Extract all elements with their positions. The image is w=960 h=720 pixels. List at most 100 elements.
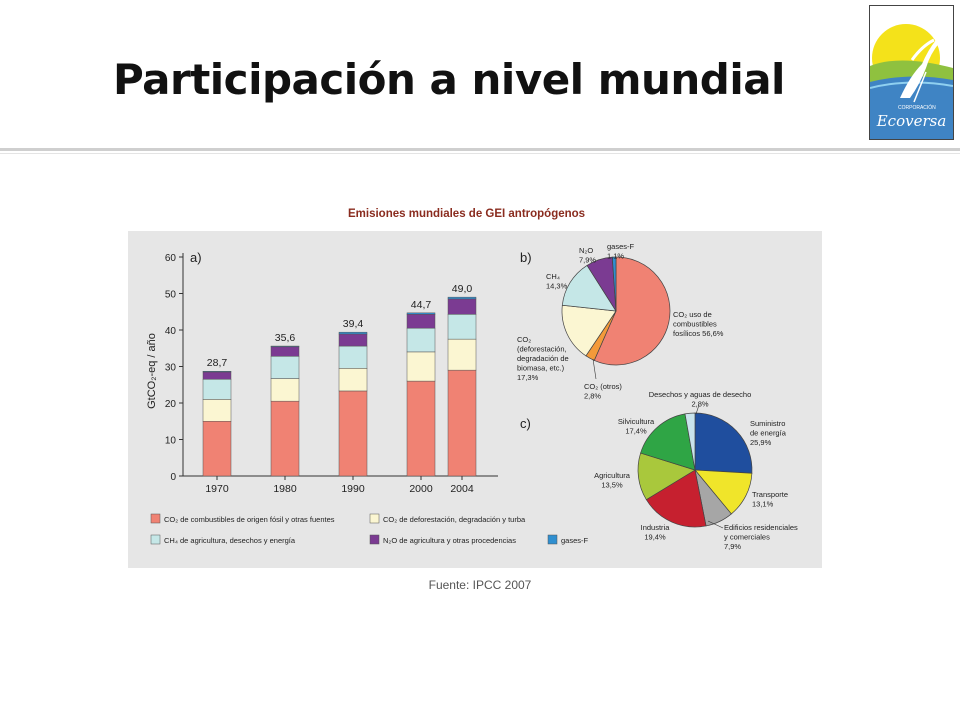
bar-segment [270,346,300,357]
pie-slice-label: 17,3% [517,373,539,382]
bar-total-label: 35,6 [275,332,296,344]
pie-slice-label: CO₂ uso de [673,310,712,319]
pie-slice-label: 2,8% [691,400,708,409]
bar-total-label: 39,4 [343,318,364,330]
bar-segment [406,314,436,329]
pie-slice-label: N₂O [579,246,593,255]
legend-label: gases-F [561,536,589,545]
pie-leader-line [707,520,724,529]
bar-segment [447,369,477,477]
bar-segment [270,400,300,477]
y-tick-label: 50 [165,290,177,301]
pie-leader-line [592,358,597,380]
pie-slice-label: gases-F [607,242,635,251]
header-divider [0,148,960,151]
legend-label: CH₄ de agricultura, desechos y energía [164,536,296,545]
pie-slice [645,469,707,528]
bar-segment [447,298,477,315]
pie-slice-label: de energía [750,429,787,438]
panel-label-c: c) [520,416,531,431]
figure-title: Emisiones mundiales de GEI antropógenos [348,208,586,220]
ecoversa-logo: CORPORACIÓN Ecoversa [869,5,954,140]
pie-slice [640,413,696,471]
bar-segment [447,296,477,300]
bar-total-label: 49,0 [452,283,473,295]
x-tick-label: 1970 [205,483,229,495]
pie-slice-label: y comerciales [724,533,770,542]
legend-swatch [150,513,161,524]
legend-swatch [547,534,558,545]
pie-slice-label: 14,3% [546,282,568,291]
legend-label: CO₂ de deforestación, degradación y turb… [383,515,526,524]
pie-slice-label: Desechos y aguas de desecho [649,390,752,399]
panel-label-b: b) [520,250,532,265]
pie-slice-label: Silvicultura [618,417,655,426]
legend-label: CO₂ de combustibles de origen fósil y ot… [164,515,335,524]
bar-segment [270,345,300,348]
pie-slice-label: degradación de [517,354,569,363]
y-tick-label: 30 [165,363,177,374]
y-axis-label: GtCO₂-eq / año [146,333,158,409]
x-tick-label: 1990 [341,483,365,495]
bar-segment [338,345,368,369]
bar-segment [202,371,232,380]
emissions-figure: a) 0 10 20 30 40 50 60 GtCO₂-eq / año 28,7 1970 35,… [146,242,798,551]
pie-slice [611,256,617,312]
y-tick-label: 0 [170,472,176,483]
pie-slice [684,412,696,471]
source-note: Fuente: IPCC 2007 [428,578,532,592]
bar-total-label: 28,7 [207,357,228,369]
pie-slice-label: 17,4% [625,427,647,436]
x-tick-label: 2000 [409,483,433,495]
pie-slice-label: Edificios residenciales [724,523,798,532]
bar-segment [338,331,368,335]
bar-segment [447,338,477,371]
logo-graphic [870,24,953,139]
pie-slice-label: 19,4% [644,533,666,542]
pie-slice-label: 2,8% [584,392,601,401]
logo-subtext: CORPORACIÓN [898,105,936,111]
bar-segment [202,421,232,477]
pie-slice-label: 1,1% [607,252,624,261]
pie-slice-label: (deforestación, [517,345,567,354]
pie-slice [694,412,753,474]
pie-leader-line [695,404,700,415]
pie-slice [561,304,617,357]
y-tick-label: 40 [165,326,177,337]
bar-segment [202,379,232,400]
bar-segment [202,399,232,422]
pie-slice [593,256,671,366]
pie-slice-label: CO₂ (otros) [584,382,622,391]
slide-title: Participación a nivel mundial [113,55,785,104]
bar-segment [338,333,368,347]
bar-segment [406,327,436,353]
legend-swatch [369,513,380,524]
pie-slice-label: 7,9% [724,542,741,551]
pie-slice-label: 13,1% [752,500,774,509]
legend-label: N₂O de agricultura y otras procedencias [383,536,516,545]
header-divider-thin [0,153,960,154]
x-tick-label: 2004 [450,483,474,495]
y-tick-label: 20 [165,399,177,410]
panel-label-a: a) [190,250,202,265]
x-tick-label: 1980 [273,483,297,495]
bar-segment [202,370,232,373]
bar-segment [406,351,436,382]
figure-panel: a) 0 10 20 30 40 50 60 GtCO₂-eq / año 28,7 1970 35,… [128,231,822,568]
pie-slice-label: CH₄ [546,272,560,281]
pie-slice-label: combustibles [673,320,717,329]
bar-segment [406,380,436,477]
legend-swatch [150,534,161,545]
bar-segment [270,356,300,379]
bar-segment [270,378,300,402]
pie-slice-label: biomasa, etc.) [517,364,565,373]
bar-total-label: 44,7 [411,299,432,311]
bar-segment [406,312,436,315]
legend-swatch [369,534,380,545]
logo-text: Ecoversa [876,112,947,130]
pie-slice-label: Agricultura [594,471,631,480]
pie-slice-label: CO₂ [517,335,531,344]
bar-segment [447,314,477,340]
pie-slice-label: Transporte [752,490,788,499]
y-tick-label: 10 [165,436,177,447]
